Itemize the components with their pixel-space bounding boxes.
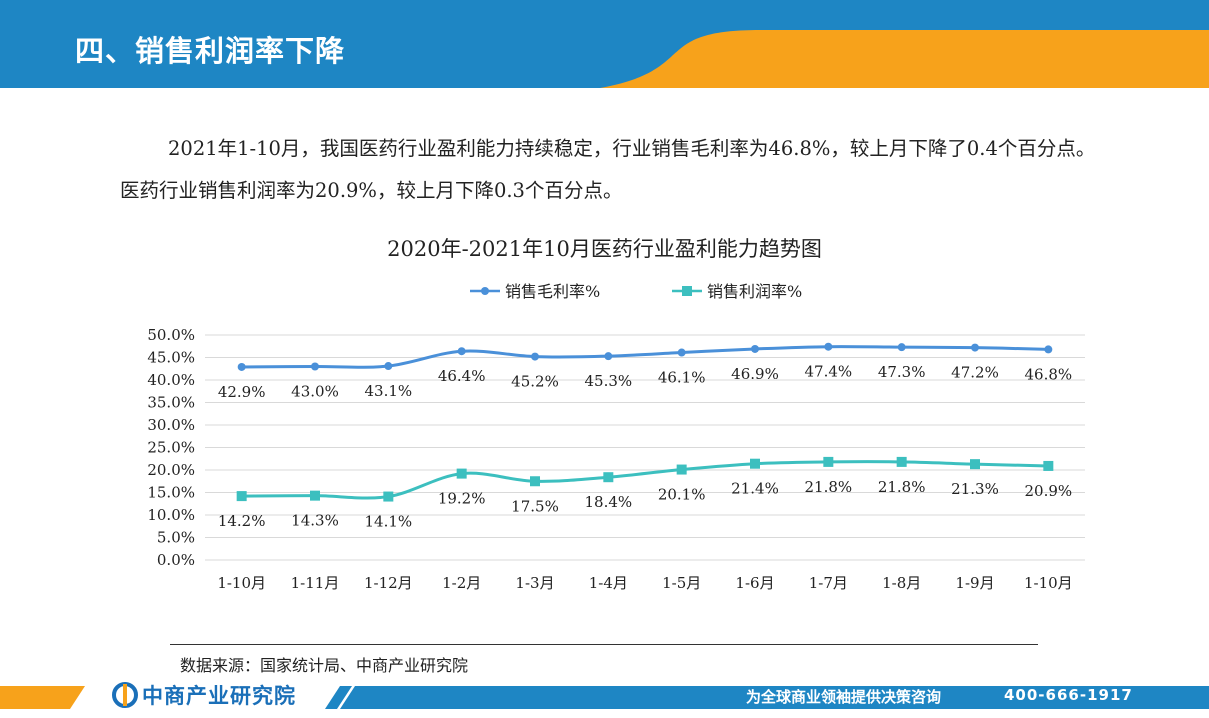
data-point xyxy=(677,348,686,357)
data-point xyxy=(970,459,980,470)
data-label: 45.3% xyxy=(585,372,633,390)
data-label: 43.1% xyxy=(365,382,413,400)
y-tick-label: 15.0% xyxy=(147,484,195,502)
data-label: 20.9% xyxy=(1025,482,1073,500)
x-tick-label: 1-11月 xyxy=(291,574,340,592)
y-tick-label: 5.0% xyxy=(157,529,195,547)
data-label: 21.4% xyxy=(731,480,779,498)
data-point xyxy=(236,491,247,502)
x-tick-label: 1-8月 xyxy=(882,574,921,592)
x-tick-label: 1-3月 xyxy=(515,574,554,592)
series-line xyxy=(241,460,1049,500)
footer-slogan: 为全球商业领袖提供决策咨询 xyxy=(746,688,942,706)
footer-phone: 400-666-1917 xyxy=(1004,686,1133,704)
x-tick-label: 1-9月 xyxy=(955,574,994,592)
data-point xyxy=(310,490,320,501)
line-chart: 0.0% 5.0% 10.0% 15.0% 20.0% 25.0% 30.0% 35.0% 40… xyxy=(147,282,1085,592)
logo-text: 中商产业研究院 xyxy=(142,684,296,708)
data-point xyxy=(237,362,246,371)
data-label: 46.8% xyxy=(1025,365,1073,383)
data-label: 18.4% xyxy=(585,493,633,511)
data-point xyxy=(897,343,906,352)
data-label: 14.2% xyxy=(218,512,266,530)
x-tick-label: 1-7月 xyxy=(809,574,848,592)
y-tick-label: 10.0% xyxy=(147,506,195,524)
footer-logo: 中商产业研究院 xyxy=(112,682,296,708)
data-point xyxy=(676,464,687,475)
header-background xyxy=(0,0,1209,88)
data-point xyxy=(531,352,539,361)
data-label: 20.1% xyxy=(658,486,706,504)
data-label: 17.5% xyxy=(511,497,559,515)
footer-background xyxy=(0,686,1209,709)
data-point xyxy=(384,362,393,371)
x-tick-label: 1-12月 xyxy=(364,574,413,592)
x-tick-label: 1-10月 xyxy=(217,574,266,592)
legend-label: 销售毛利率% xyxy=(505,282,600,301)
series-line xyxy=(241,345,1049,369)
page-title: 四、销售利润率下降 xyxy=(75,34,346,68)
data-point xyxy=(311,362,319,371)
y-tick-label: 30.0% xyxy=(147,416,195,434)
data-label: 14.3% xyxy=(291,512,339,530)
data-label: 47.2% xyxy=(951,364,999,382)
x-tick-label: 1-2月 xyxy=(442,574,481,592)
y-tick-label: 20.0% xyxy=(147,461,195,479)
legend-label: 销售利润率% xyxy=(707,282,802,301)
data-label: 46.4% xyxy=(438,367,486,385)
data-label: 21.8% xyxy=(878,478,926,496)
data-label: 47.3% xyxy=(878,363,926,381)
y-tick-label: 35.0% xyxy=(147,394,195,412)
data-point xyxy=(603,472,614,483)
chart-title: 2020年-2021年10月医药行业盈利能力趋势图 xyxy=(387,237,822,261)
data-point xyxy=(823,456,834,467)
data-label: 47.4% xyxy=(805,363,853,381)
data-point xyxy=(604,352,613,361)
data-point xyxy=(1043,460,1054,471)
data-point xyxy=(824,342,833,351)
data-source: 数据来源：国家统计局、中商产业研究院 xyxy=(180,656,469,675)
y-tick-label: 25.0% xyxy=(147,439,195,457)
footer-bar xyxy=(0,681,1209,718)
data-point xyxy=(383,491,394,502)
y-tick-label: 40.0% xyxy=(147,371,195,389)
data-point xyxy=(896,456,907,467)
data-label: 19.2% xyxy=(438,490,486,508)
data-point xyxy=(530,476,540,487)
x-tick-label: 1-10月 xyxy=(1024,574,1073,592)
data-point xyxy=(456,468,467,479)
legend-marker xyxy=(481,287,489,295)
data-point xyxy=(1044,345,1053,354)
data-point xyxy=(971,343,979,352)
data-label: 21.3% xyxy=(951,480,999,498)
data-point xyxy=(457,347,466,356)
y-tick-label: 0.0% xyxy=(157,551,195,569)
y-tick-label: 45.0% xyxy=(147,349,195,367)
data-label: 45.2% xyxy=(511,373,559,391)
data-label: 46.9% xyxy=(731,365,779,383)
legend-marker xyxy=(682,286,692,296)
x-tick-label: 1-6月 xyxy=(735,574,774,592)
data-label: 43.0% xyxy=(291,383,339,401)
x-tick-label: 1-5月 xyxy=(662,574,701,592)
x-tick-label: 1-4月 xyxy=(589,574,628,592)
header-banner: 四、销售利润率下降 xyxy=(0,0,1209,88)
data-label: 21.8% xyxy=(805,478,853,496)
y-tick-label: 50.0% xyxy=(147,326,195,344)
source-divider xyxy=(170,644,1038,645)
data-point xyxy=(751,344,759,353)
logo-icon xyxy=(112,682,138,708)
summary-paragraph: 2021年1-10月，我国医药行业盈利能力持续稳定，行业销售毛利率为46.8%，… xyxy=(120,137,1096,202)
data-label: 42.9% xyxy=(218,383,266,401)
data-label: 46.1% xyxy=(658,369,706,387)
data-point xyxy=(750,458,760,469)
data-label: 14.1% xyxy=(365,513,413,531)
